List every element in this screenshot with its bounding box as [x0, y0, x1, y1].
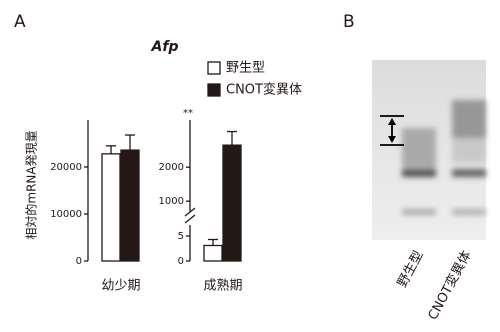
- bar: [101, 153, 121, 262]
- x-tick-label: 幼少期: [101, 279, 140, 294]
- panel-label: B: [343, 12, 355, 32]
- chart-title: Afp: [151, 39, 179, 55]
- y-tick-label: 10000: [50, 209, 82, 220]
- bar: [120, 149, 140, 262]
- axis-break: [184, 207, 196, 217]
- bar: [222, 144, 242, 262]
- y-tick-label: 1000: [159, 196, 184, 207]
- y-tick-label: 5: [178, 231, 184, 242]
- annotation: **: [183, 108, 193, 119]
- double-arrow: [380, 115, 404, 146]
- y-tick-label: 0: [178, 256, 184, 267]
- axis-break: [184, 214, 196, 224]
- y-tick-label: 2000: [159, 162, 184, 173]
- x-tick-label: 成熟期: [203, 278, 242, 294]
- bar: [203, 244, 223, 262]
- y-axis-label: 相対的mRNA発現量: [24, 130, 39, 239]
- gel-image: [372, 60, 486, 240]
- lane-label: 野生型: [395, 248, 427, 289]
- legend-swatch: [207, 83, 221, 97]
- y-tick-label: 20000: [50, 162, 82, 173]
- lane-label: CNOT変異体: [425, 248, 475, 323]
- legend-label: 野生型: [226, 61, 265, 76]
- legend-label: CNOT変異体: [226, 82, 302, 98]
- y-tick-label: 0: [76, 256, 82, 267]
- panel-label: A: [14, 12, 26, 32]
- legend-swatch: [207, 61, 221, 75]
